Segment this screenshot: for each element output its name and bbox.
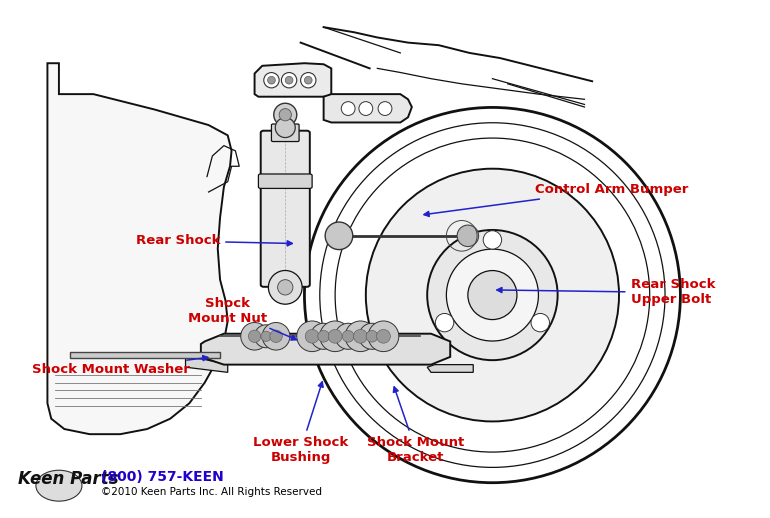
Ellipse shape bbox=[341, 102, 355, 116]
Polygon shape bbox=[201, 334, 450, 365]
Ellipse shape bbox=[279, 109, 291, 121]
Ellipse shape bbox=[278, 280, 293, 295]
Ellipse shape bbox=[457, 225, 479, 247]
Text: Shock Mount Washer: Shock Mount Washer bbox=[32, 356, 208, 376]
Ellipse shape bbox=[285, 76, 293, 84]
Ellipse shape bbox=[359, 102, 373, 116]
FancyBboxPatch shape bbox=[259, 174, 312, 189]
Ellipse shape bbox=[484, 231, 501, 249]
Ellipse shape bbox=[269, 270, 302, 304]
Ellipse shape bbox=[345, 321, 376, 352]
Polygon shape bbox=[427, 365, 474, 372]
Text: ©2010 Keen Parts Inc. All Rights Reserved: ©2010 Keen Parts Inc. All Rights Reserve… bbox=[101, 487, 322, 497]
Ellipse shape bbox=[310, 323, 336, 349]
Text: Lower Shock
Bushing: Lower Shock Bushing bbox=[253, 382, 348, 464]
Ellipse shape bbox=[276, 118, 295, 138]
Ellipse shape bbox=[325, 222, 353, 250]
FancyBboxPatch shape bbox=[261, 131, 310, 287]
Text: Control Arm Bumper: Control Arm Bumper bbox=[424, 183, 688, 217]
Ellipse shape bbox=[328, 329, 342, 343]
Ellipse shape bbox=[318, 330, 330, 342]
Ellipse shape bbox=[378, 102, 392, 116]
Ellipse shape bbox=[261, 331, 271, 341]
Ellipse shape bbox=[359, 323, 385, 349]
Ellipse shape bbox=[435, 313, 454, 332]
Ellipse shape bbox=[241, 323, 269, 350]
Ellipse shape bbox=[274, 103, 296, 126]
Ellipse shape bbox=[320, 321, 350, 352]
Text: Rear Shock
Upper Bolt: Rear Shock Upper Bolt bbox=[497, 279, 715, 307]
Ellipse shape bbox=[377, 329, 390, 343]
Ellipse shape bbox=[305, 329, 319, 343]
Polygon shape bbox=[323, 94, 412, 122]
Ellipse shape bbox=[366, 330, 378, 342]
Ellipse shape bbox=[531, 313, 550, 332]
Ellipse shape bbox=[368, 321, 399, 352]
Ellipse shape bbox=[255, 325, 278, 348]
Text: (800) 757-KEEN: (800) 757-KEEN bbox=[101, 470, 224, 484]
Ellipse shape bbox=[281, 73, 296, 88]
Polygon shape bbox=[48, 63, 232, 434]
Ellipse shape bbox=[264, 73, 279, 88]
Ellipse shape bbox=[427, 230, 557, 360]
Text: Shock Mount
Bracket: Shock Mount Bracket bbox=[367, 387, 464, 464]
Text: Rear Shock: Rear Shock bbox=[136, 235, 293, 248]
Ellipse shape bbox=[300, 73, 316, 88]
Ellipse shape bbox=[343, 330, 354, 342]
Ellipse shape bbox=[36, 470, 82, 501]
Ellipse shape bbox=[366, 169, 619, 422]
Ellipse shape bbox=[249, 330, 261, 342]
Polygon shape bbox=[186, 357, 228, 372]
Ellipse shape bbox=[447, 249, 538, 341]
Text: Keen Parts: Keen Parts bbox=[18, 470, 119, 488]
Ellipse shape bbox=[335, 323, 361, 349]
Ellipse shape bbox=[263, 323, 290, 350]
Ellipse shape bbox=[296, 321, 327, 352]
Ellipse shape bbox=[353, 329, 367, 343]
Ellipse shape bbox=[268, 76, 276, 84]
Text: Shock
Mount Nut: Shock Mount Nut bbox=[188, 296, 296, 340]
Polygon shape bbox=[255, 63, 331, 97]
Ellipse shape bbox=[304, 76, 312, 84]
Ellipse shape bbox=[270, 330, 283, 342]
Ellipse shape bbox=[468, 270, 517, 320]
Polygon shape bbox=[70, 352, 220, 358]
FancyBboxPatch shape bbox=[272, 124, 299, 141]
